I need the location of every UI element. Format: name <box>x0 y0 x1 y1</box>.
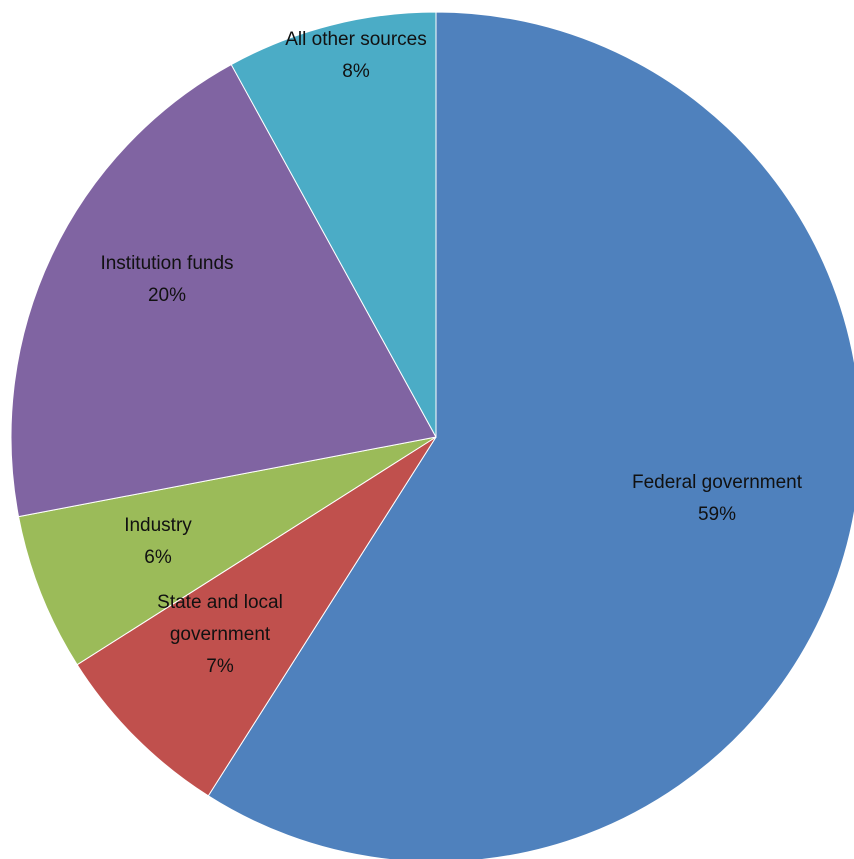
pie-data-label-2: Industry 6% <box>124 515 192 568</box>
pie-label-percent: 7% <box>206 656 234 677</box>
pie-label-percent: 6% <box>144 547 172 568</box>
pie-label-line: Federal government <box>632 472 803 493</box>
pie-slice-3 <box>10 63 437 518</box>
pie-slices <box>10 11 854 859</box>
pie-label-line: State and local <box>157 592 283 613</box>
pie-label-percent: 20% <box>148 285 186 306</box>
pie-label-percent: 59% <box>698 504 736 525</box>
pie-slice-2 <box>17 436 437 666</box>
pie-label-percent: 8% <box>342 61 370 82</box>
pie-data-label-3: Institution funds 20% <box>100 253 233 306</box>
pie-slice-0 <box>207 11 854 859</box>
pie-label-line: government <box>170 624 271 645</box>
pie-slice-4 <box>230 11 437 438</box>
pie-label-line: Industry <box>124 515 192 536</box>
pie-data-label-1: State and local government 7% <box>157 592 283 677</box>
pie-data-label-4: All other sources 8% <box>285 29 427 82</box>
pie-label-line: Institution funds <box>100 253 233 274</box>
pie-slice-1 <box>76 436 437 797</box>
pie-data-label-0: Federal government 59% <box>632 472 803 525</box>
pie-data-labels: Federal government 59% State and local gove… <box>100 29 802 677</box>
pie-label-line: All other sources <box>285 29 427 50</box>
